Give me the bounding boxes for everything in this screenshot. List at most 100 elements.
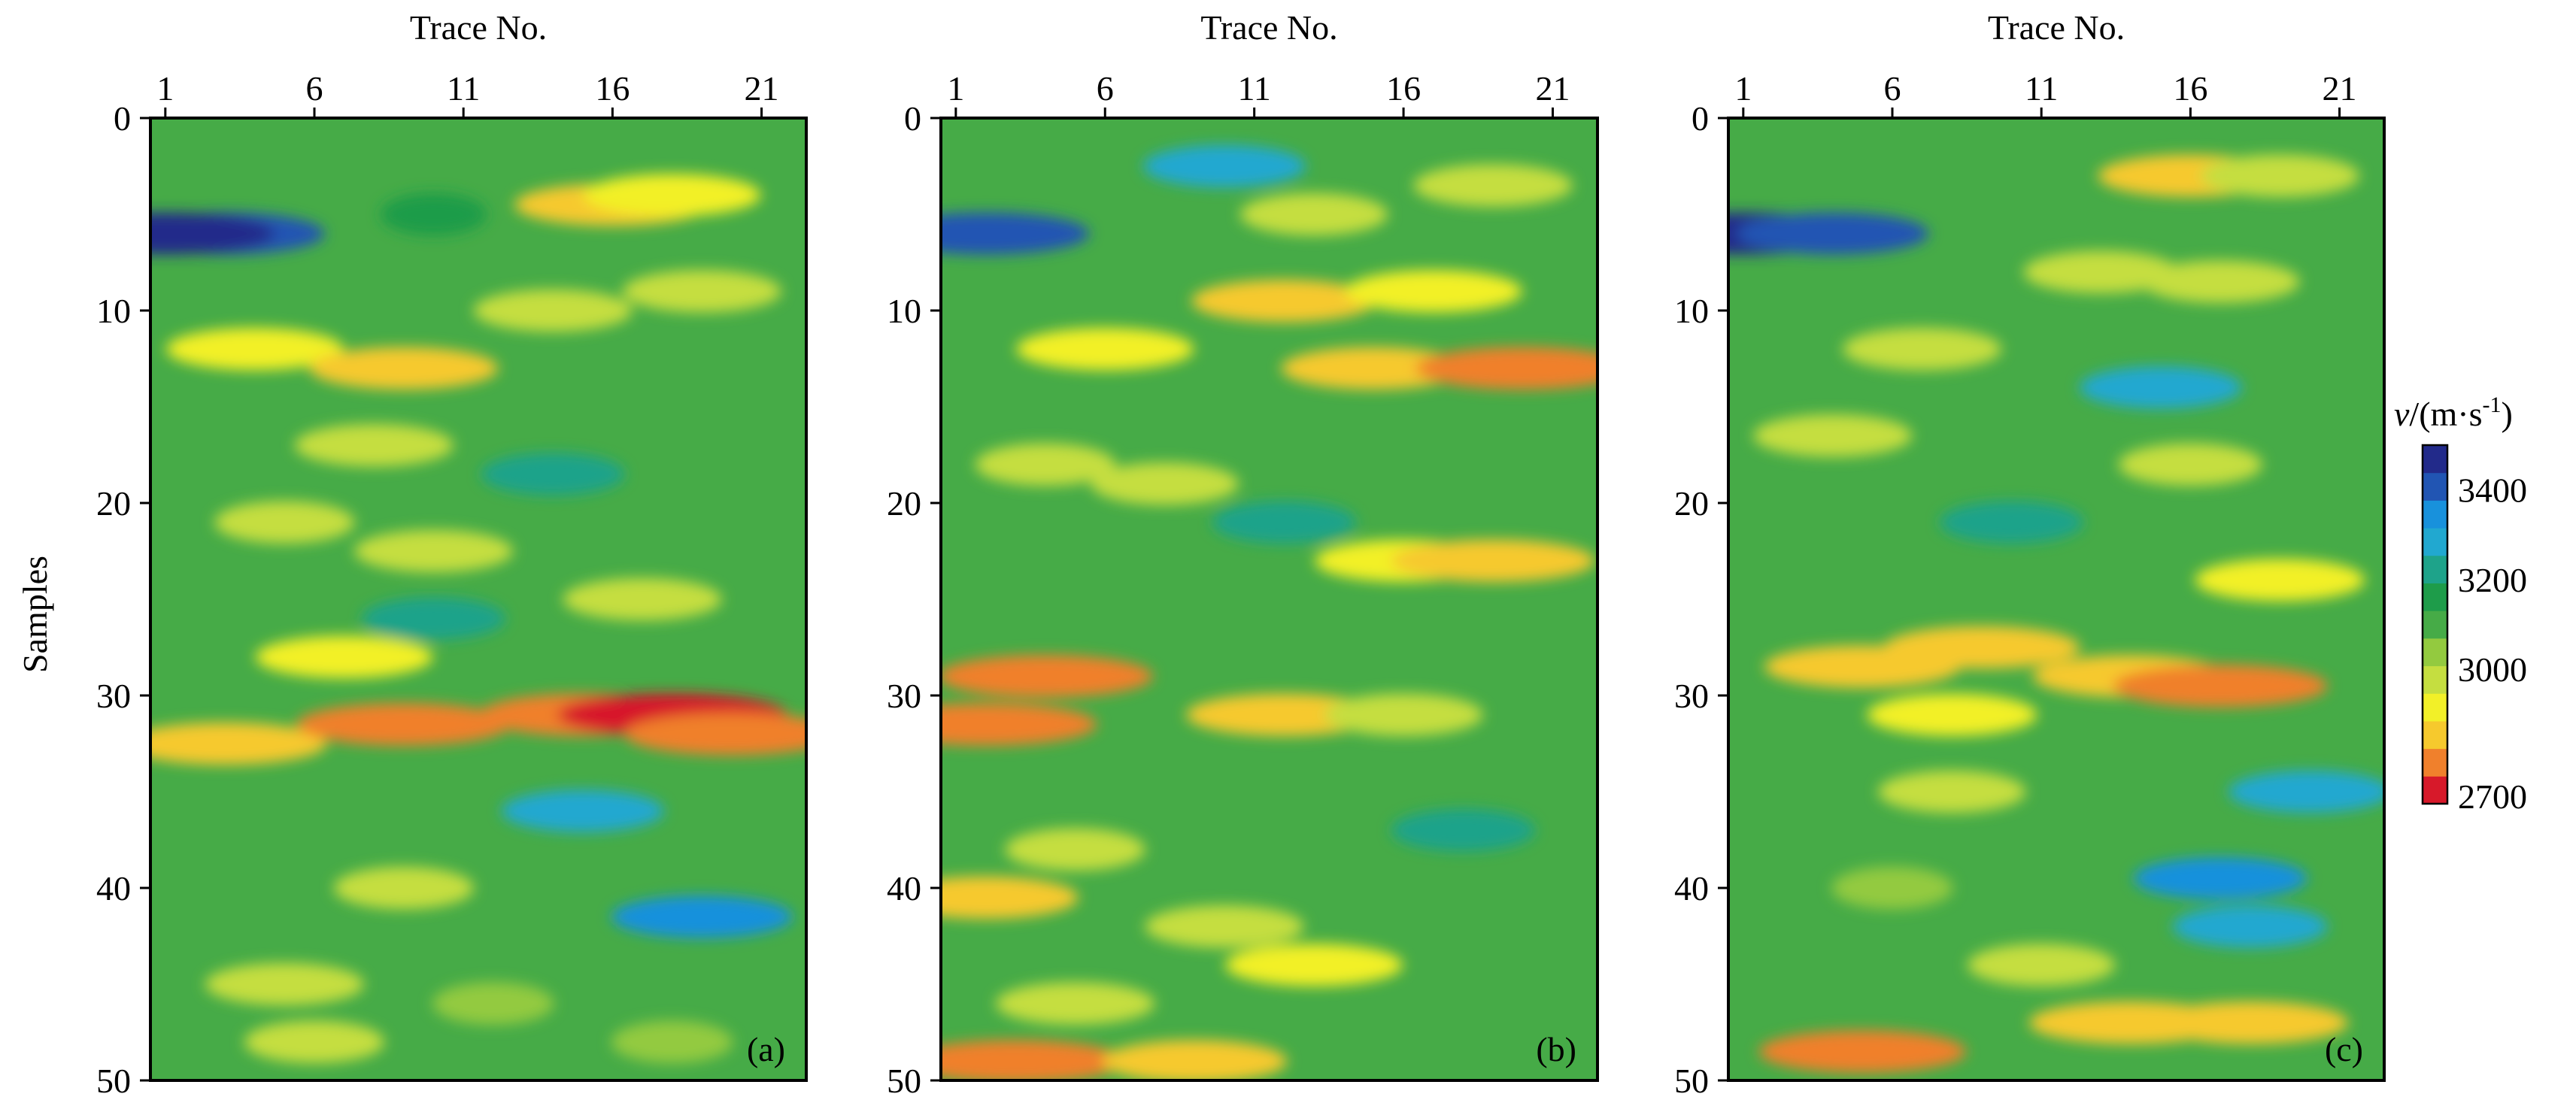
heatmap-cell — [583, 174, 761, 217]
y-tick-label: 30 — [887, 677, 921, 715]
heatmap-cell — [1344, 270, 1522, 313]
panel-label: (b) — [1536, 1030, 1576, 1068]
heatmap-cell — [2113, 665, 2328, 707]
heatmap-cell — [296, 703, 511, 746]
y-tick-label: 50 — [96, 1062, 131, 1100]
y-tick-label: 40 — [887, 869, 921, 907]
heatmap-cell — [150, 722, 327, 765]
heatmap-cell — [563, 577, 722, 621]
y-tick-label: 10 — [96, 292, 131, 330]
y-tick-label: 10 — [1674, 292, 1709, 330]
heatmap-cell — [150, 212, 275, 255]
y-tick-label: 30 — [96, 677, 131, 715]
heatmap-cell — [1142, 144, 1306, 188]
heatmap-cell — [1413, 164, 1573, 207]
x-tick-label: 6 — [1097, 69, 1114, 108]
y-tick-label: 0 — [114, 99, 131, 138]
heatmap-field — [1728, 118, 2384, 1080]
colorbar-segment — [2423, 776, 2447, 804]
colorbar-segment — [2423, 555, 2447, 583]
heatmap-cell — [1758, 1030, 1967, 1073]
x-axis-title: Trace No. — [410, 8, 547, 47]
y-tick-label: 50 — [887, 1062, 921, 1100]
heatmap-cell — [1867, 693, 2037, 736]
y-tick-label: 20 — [96, 484, 131, 523]
colorbar-segment — [2423, 748, 2447, 777]
x-tick-label: 6 — [306, 69, 323, 108]
x-tick-label: 21 — [2323, 69, 2357, 108]
heatmap-cell — [611, 895, 793, 938]
colorbar-segment — [2423, 583, 2447, 611]
x-tick-label: 11 — [1238, 69, 1271, 108]
x-tick-label: 16 — [595, 69, 630, 108]
heatmap-cell — [1391, 539, 1595, 582]
heatmap-cell — [205, 962, 364, 1006]
y-tick-label: 20 — [887, 484, 921, 523]
heatmap-cell — [1016, 328, 1194, 371]
heatmap-cell — [1391, 809, 1536, 852]
heatmap-cell — [361, 597, 506, 640]
heatmap-cell — [1239, 192, 1388, 236]
heatmap-cell — [1212, 501, 1357, 544]
colorbar-segment — [2423, 445, 2447, 474]
heatmap-cell — [611, 1020, 733, 1063]
x-tick-label: 21 — [1535, 69, 1570, 108]
heatmap-cell — [2228, 770, 2384, 814]
heatmap-field — [941, 118, 1597, 1080]
colorbar-segment — [2423, 665, 2447, 694]
heatmap-cell — [975, 443, 1116, 486]
heatmap-cell — [309, 347, 499, 389]
x-tick-label: 1 — [1734, 69, 1752, 108]
x-tick-label: 11 — [2025, 69, 2058, 108]
x-tick-label: 6 — [1884, 69, 1901, 108]
colorbar-segment — [2423, 528, 2447, 556]
heatmap-cell — [380, 192, 487, 236]
heatmap-cell — [941, 876, 1079, 919]
heatmap-cell — [333, 866, 475, 910]
heatmap-cell — [165, 328, 344, 371]
x-tick-label: 16 — [2173, 69, 2207, 108]
panel-label: (c) — [2325, 1030, 2363, 1068]
heatmap-cell — [1005, 828, 1145, 871]
colorbar-segment — [2423, 693, 2447, 722]
heatmap-cell — [995, 982, 1155, 1025]
heatmap-cell — [481, 453, 625, 495]
heatmap-cell — [294, 424, 454, 467]
heatmap-cell — [501, 789, 664, 832]
heatmap-cell — [1324, 693, 1483, 736]
plot-frame — [939, 117, 1599, 1082]
heatmap-cell — [354, 529, 514, 573]
heatmap-cell — [1415, 347, 1597, 389]
x-tick-label: 11 — [447, 69, 480, 108]
heatmap-cell — [1091, 462, 1239, 505]
heatmap-cell — [2172, 905, 2328, 948]
x-axis-title: Trace No. — [1988, 8, 2125, 47]
heatmap-cell — [1736, 212, 1929, 255]
heatmap-cell — [1843, 328, 2002, 371]
y-tick-label: 30 — [1674, 677, 1709, 715]
x-tick-label: 1 — [156, 69, 174, 108]
heatmap-field — [150, 118, 806, 1080]
colorbar-title: v/(m·s-1) — [2394, 392, 2513, 433]
heatmap-cell — [941, 655, 1153, 698]
x-axis-title: Trace No. — [1200, 8, 1337, 47]
heatmap-cell — [2133, 857, 2307, 900]
heatmap-cell — [2118, 443, 2262, 486]
y-tick-label: 0 — [1692, 99, 1709, 138]
heatmap-cell — [1185, 693, 1382, 736]
heatmap-cell — [1968, 944, 2116, 986]
colorbar-segment — [2423, 472, 2447, 501]
heatmap-cell — [432, 982, 554, 1025]
y-tick-label: 0 — [904, 99, 921, 138]
colorbar-segment — [2423, 638, 2447, 667]
heatmap-cell — [2079, 366, 2242, 409]
heatmap-cell — [2152, 1001, 2348, 1044]
heatmap-cell — [2200, 154, 2359, 197]
y-tick-label: 20 — [1674, 484, 1709, 523]
colorbar-tick-label: 3200 — [2458, 561, 2527, 599]
colorbar-segment — [2423, 720, 2447, 750]
heatmap-cell — [1939, 501, 2084, 544]
